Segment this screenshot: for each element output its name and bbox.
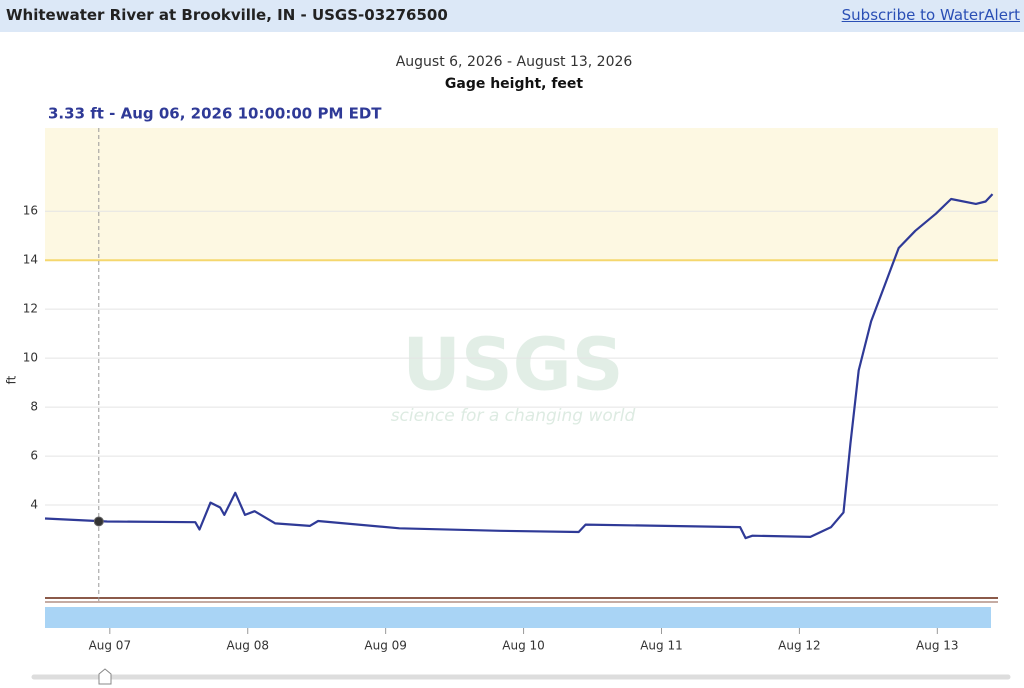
chart: August 6, 2026 - August 13, 2026 Gage he… bbox=[5, 54, 1011, 685]
flood-zone bbox=[45, 128, 998, 261]
chart-subtitle: Gage height, feet bbox=[445, 76, 584, 92]
y-tick-label: 14 bbox=[23, 253, 38, 267]
y-tick-label: 16 bbox=[23, 204, 38, 218]
x-tick-label: Aug 09 bbox=[364, 639, 407, 653]
x-tick-label: Aug 12 bbox=[778, 639, 821, 653]
y-tick-label: 10 bbox=[23, 351, 38, 365]
y-tick-label: 4 bbox=[30, 498, 38, 512]
x-tick-label: Aug 08 bbox=[226, 639, 269, 653]
x-tick-label: Aug 07 bbox=[89, 639, 132, 653]
y-tick-label: 8 bbox=[30, 400, 38, 414]
watermark-tagline: science for a changing world bbox=[391, 406, 636, 426]
x-tick-label: Aug 13 bbox=[916, 639, 959, 653]
chart-title: August 6, 2026 - August 13, 2026 bbox=[396, 54, 633, 70]
slider-handle[interactable] bbox=[98, 668, 112, 685]
tooltip-label: 3.33 ft - Aug 06, 2026 10:00:00 PM EDT bbox=[48, 105, 382, 123]
wateralert-link[interactable]: Subscribe to WaterAlert bbox=[841, 6, 1020, 24]
gage-line bbox=[44, 193, 994, 540]
header: Whitewater River at Brookville, IN - USG… bbox=[0, 0, 1024, 32]
x-tick-label: Aug 11 bbox=[640, 639, 683, 653]
y-axis-label: ft bbox=[5, 375, 19, 384]
y-tick-label: 12 bbox=[23, 302, 38, 316]
watermark-logo: USGS bbox=[402, 323, 623, 407]
range-navigator[interactable] bbox=[45, 607, 991, 628]
x-tick-label: Aug 10 bbox=[502, 639, 545, 653]
tooltip-point bbox=[93, 516, 104, 527]
site-title: Whitewater River at Brookville, IN - USG… bbox=[6, 6, 448, 24]
y-tick-label: 6 bbox=[30, 449, 38, 463]
